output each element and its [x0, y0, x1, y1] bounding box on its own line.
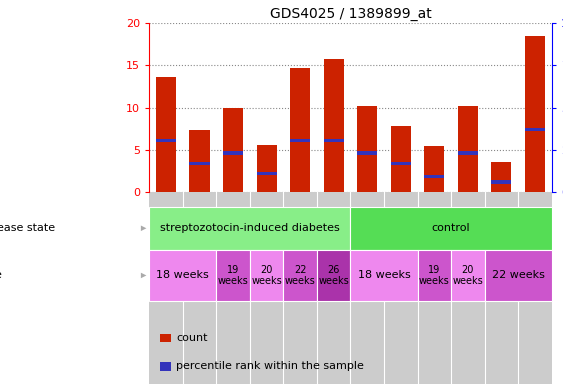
- Bar: [283, 192, 317, 384]
- Bar: [350, 192, 384, 384]
- Bar: [283, 250, 317, 301]
- Bar: [183, 192, 216, 384]
- Text: 19
weeks: 19 weeks: [218, 265, 248, 286]
- Bar: [391, 126, 411, 192]
- Text: 18 weeks: 18 weeks: [157, 270, 209, 280]
- Bar: [149, 250, 216, 301]
- Bar: [451, 192, 485, 384]
- Bar: [216, 250, 250, 301]
- Bar: [425, 146, 444, 192]
- Bar: [160, 334, 171, 342]
- Bar: [350, 250, 418, 301]
- Bar: [357, 151, 377, 155]
- Bar: [418, 192, 451, 384]
- Bar: [190, 162, 209, 165]
- Bar: [458, 106, 478, 192]
- Bar: [491, 162, 512, 192]
- Text: 26
weeks: 26 weeks: [318, 265, 349, 286]
- Text: disease state: disease state: [0, 223, 56, 233]
- Text: 22
weeks: 22 weeks: [285, 265, 315, 286]
- Bar: [216, 192, 250, 384]
- Bar: [250, 250, 283, 301]
- Bar: [149, 207, 350, 250]
- Text: percentile rank within the sample: percentile rank within the sample: [176, 361, 364, 371]
- Text: streptozotocin-induced diabetes: streptozotocin-induced diabetes: [160, 223, 339, 233]
- Bar: [451, 250, 485, 301]
- Bar: [525, 128, 545, 131]
- Bar: [324, 139, 344, 142]
- Bar: [525, 36, 545, 192]
- Bar: [485, 192, 518, 384]
- Bar: [491, 180, 512, 184]
- Bar: [257, 145, 276, 192]
- Bar: [257, 172, 276, 175]
- Text: age: age: [0, 270, 2, 280]
- Bar: [391, 162, 411, 165]
- Bar: [290, 139, 310, 142]
- Text: control: control: [432, 223, 471, 233]
- Text: 20
weeks: 20 weeks: [453, 265, 483, 286]
- Bar: [190, 130, 209, 192]
- Bar: [223, 108, 243, 192]
- Bar: [518, 192, 552, 384]
- Text: 20
weeks: 20 weeks: [251, 265, 282, 286]
- Text: count: count: [176, 333, 208, 343]
- Text: 22 weeks: 22 weeks: [491, 270, 544, 280]
- Bar: [384, 192, 418, 384]
- Bar: [324, 60, 344, 192]
- Bar: [317, 192, 350, 384]
- Bar: [485, 250, 552, 301]
- Bar: [317, 250, 350, 301]
- Bar: [156, 77, 176, 192]
- Bar: [149, 192, 183, 384]
- Text: 19
weeks: 19 weeks: [419, 265, 450, 286]
- Bar: [160, 362, 171, 371]
- Text: 18 weeks: 18 weeks: [358, 270, 410, 280]
- Bar: [223, 151, 243, 155]
- Bar: [350, 207, 552, 250]
- Bar: [425, 175, 444, 179]
- Bar: [418, 250, 451, 301]
- Bar: [357, 106, 377, 192]
- Title: GDS4025 / 1389899_at: GDS4025 / 1389899_at: [270, 7, 431, 21]
- Bar: [458, 151, 478, 155]
- Bar: [290, 68, 310, 192]
- Bar: [156, 139, 176, 142]
- Bar: [250, 192, 283, 384]
